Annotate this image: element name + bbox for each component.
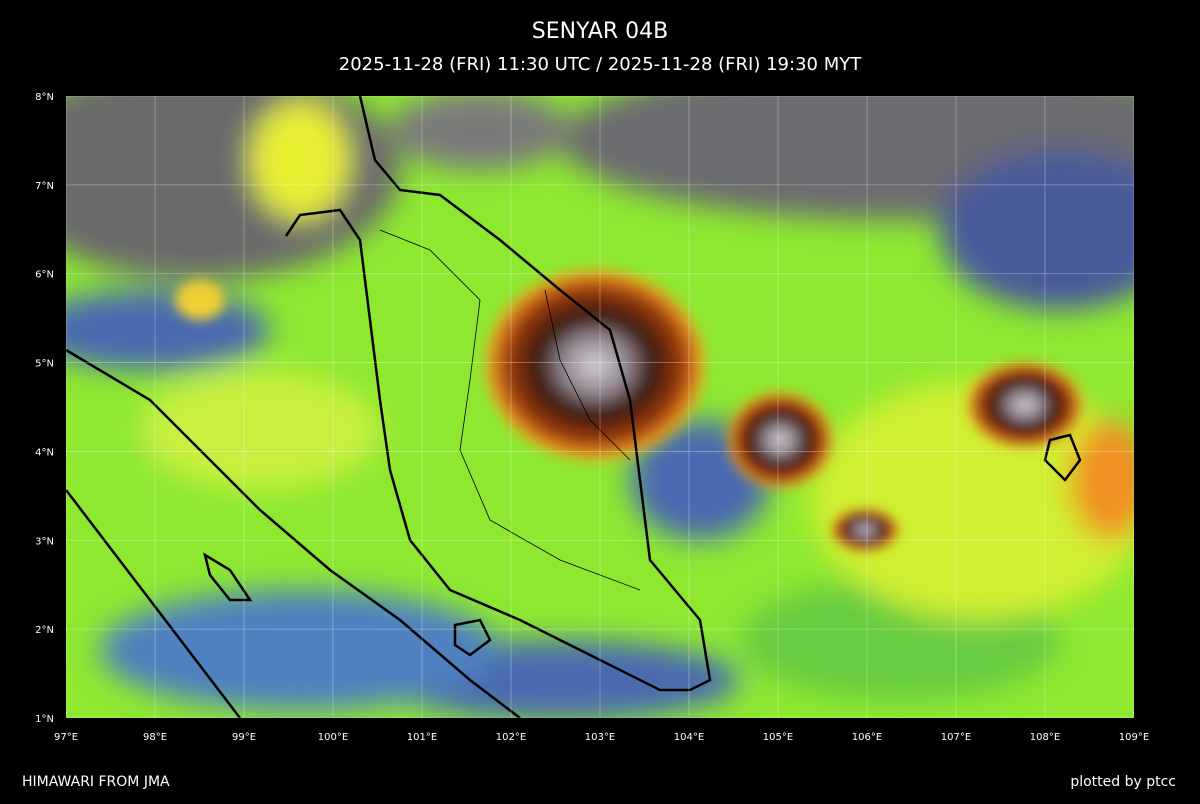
author-credit: plotted by ptcc: [1070, 774, 1176, 790]
lon-tick-label: 107°E: [941, 732, 971, 743]
lon-tick-label: 98°E: [143, 732, 167, 743]
lat-tick-label: 8°N: [35, 92, 54, 103]
lat-tick-label: 1°N: [35, 714, 54, 725]
coastlines: [66, 96, 1082, 718]
lat-tick-label: 7°N: [35, 181, 54, 192]
lon-tick-label: 97°E: [54, 732, 78, 743]
axis-labels: 97°E 98°E 99°E 100°E 101°E 102°E 103°E 104°E 105…: [35, 92, 1149, 743]
title: SENYAR 04B: [532, 19, 668, 44]
lon-tick-label: 105°E: [763, 732, 793, 743]
graticule: [66, 96, 1134, 718]
lon-tick-label: 100°E: [318, 732, 348, 743]
lat-tick-label: 6°N: [35, 270, 54, 281]
lon-tick-label: 103°E: [585, 732, 615, 743]
lat-tick-label: 3°N: [35, 536, 54, 547]
lon-tick-label: 106°E: [852, 732, 882, 743]
state-borders: [379, 229, 641, 591]
lon-tick-label: 101°E: [407, 732, 437, 743]
subtitle: 2025-11-28 (FRI) 11:30 UTC / 2025-11-28 …: [339, 54, 862, 75]
lon-tick-label: 104°E: [674, 732, 704, 743]
lat-tick-label: 2°N: [35, 625, 54, 636]
lon-tick-label: 102°E: [496, 732, 526, 743]
source-credit: HIMAWARI FROM JMA: [22, 774, 170, 790]
lon-tick-label: 99°E: [232, 732, 256, 743]
lat-tick-label: 4°N: [35, 447, 54, 458]
lon-tick-label: 108°E: [1030, 732, 1060, 743]
lat-tick-label: 5°N: [35, 359, 54, 370]
satellite-imagery: [66, 96, 1134, 718]
lon-tick-label: 109°E: [1119, 732, 1149, 743]
